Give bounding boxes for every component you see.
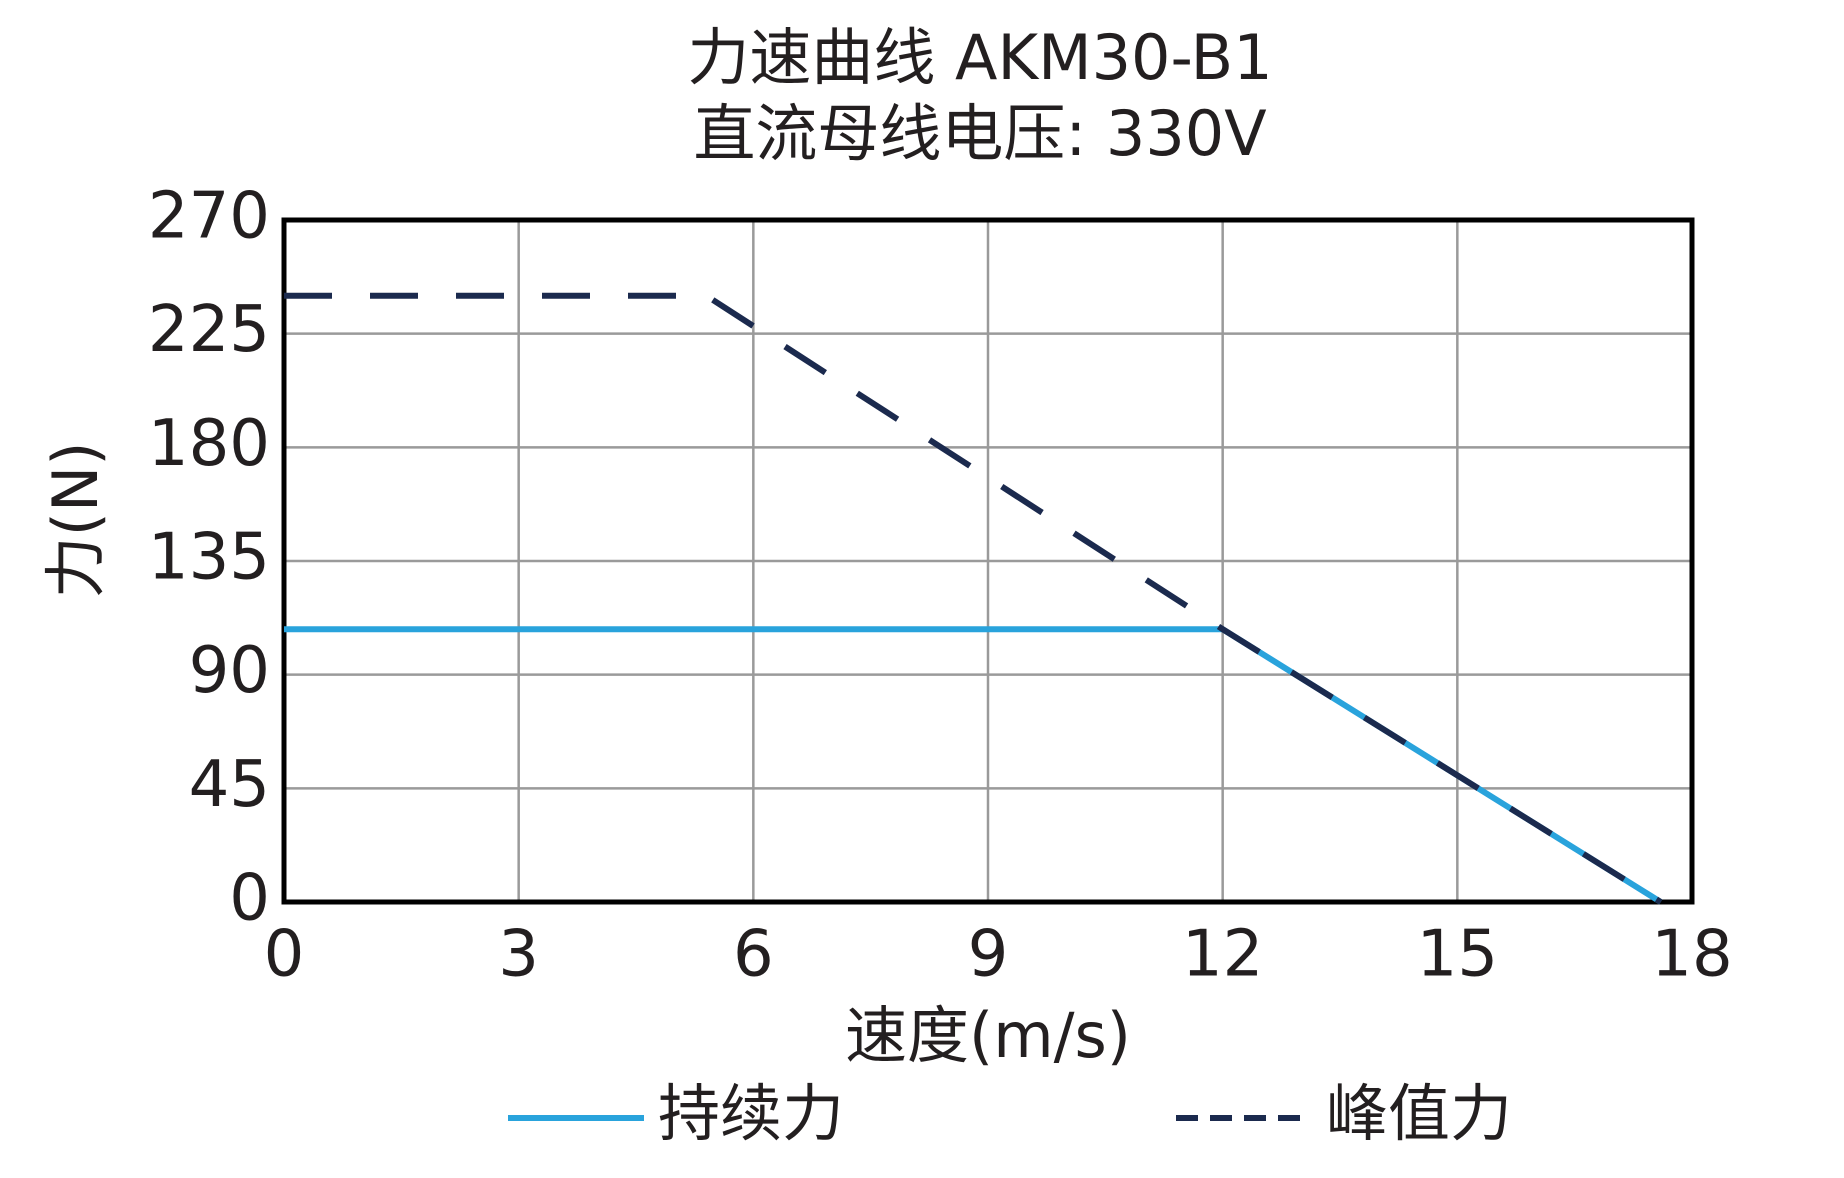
y-axis-label: 力(N) (39, 442, 112, 599)
y-tick-label: 270 (148, 180, 270, 254)
y-tick-label: 225 (148, 293, 270, 367)
x-tick-label: 0 (264, 918, 305, 992)
x-axis-label: 速度(m/s) (845, 999, 1131, 1072)
y-tick-label: 135 (148, 521, 270, 595)
x-tick-label: 6 (733, 918, 774, 992)
x-tick-label: 15 (1417, 918, 1498, 992)
plot-frame (281, 217, 1695, 905)
series-line (284, 626, 1663, 905)
chart-title: 力速曲线 AKM30-B1 (687, 21, 1272, 94)
y-tick-label: 0 (229, 862, 270, 936)
legend-label: 持续力 (658, 1077, 844, 1150)
x-tick-label: 3 (498, 918, 539, 992)
y-tick-label: 45 (189, 748, 270, 822)
legend-label: 峰值力 (1326, 1077, 1512, 1150)
y-tick-label: 90 (189, 634, 270, 708)
series-line (284, 292, 1663, 905)
chart-subtitle: 直流母线电压: 330V (693, 97, 1266, 170)
x-tick-label: 12 (1182, 918, 1263, 992)
x-tick-label: 18 (1651, 918, 1732, 992)
x-tick-label: 9 (968, 918, 1009, 992)
y-tick-label: 180 (148, 407, 270, 481)
